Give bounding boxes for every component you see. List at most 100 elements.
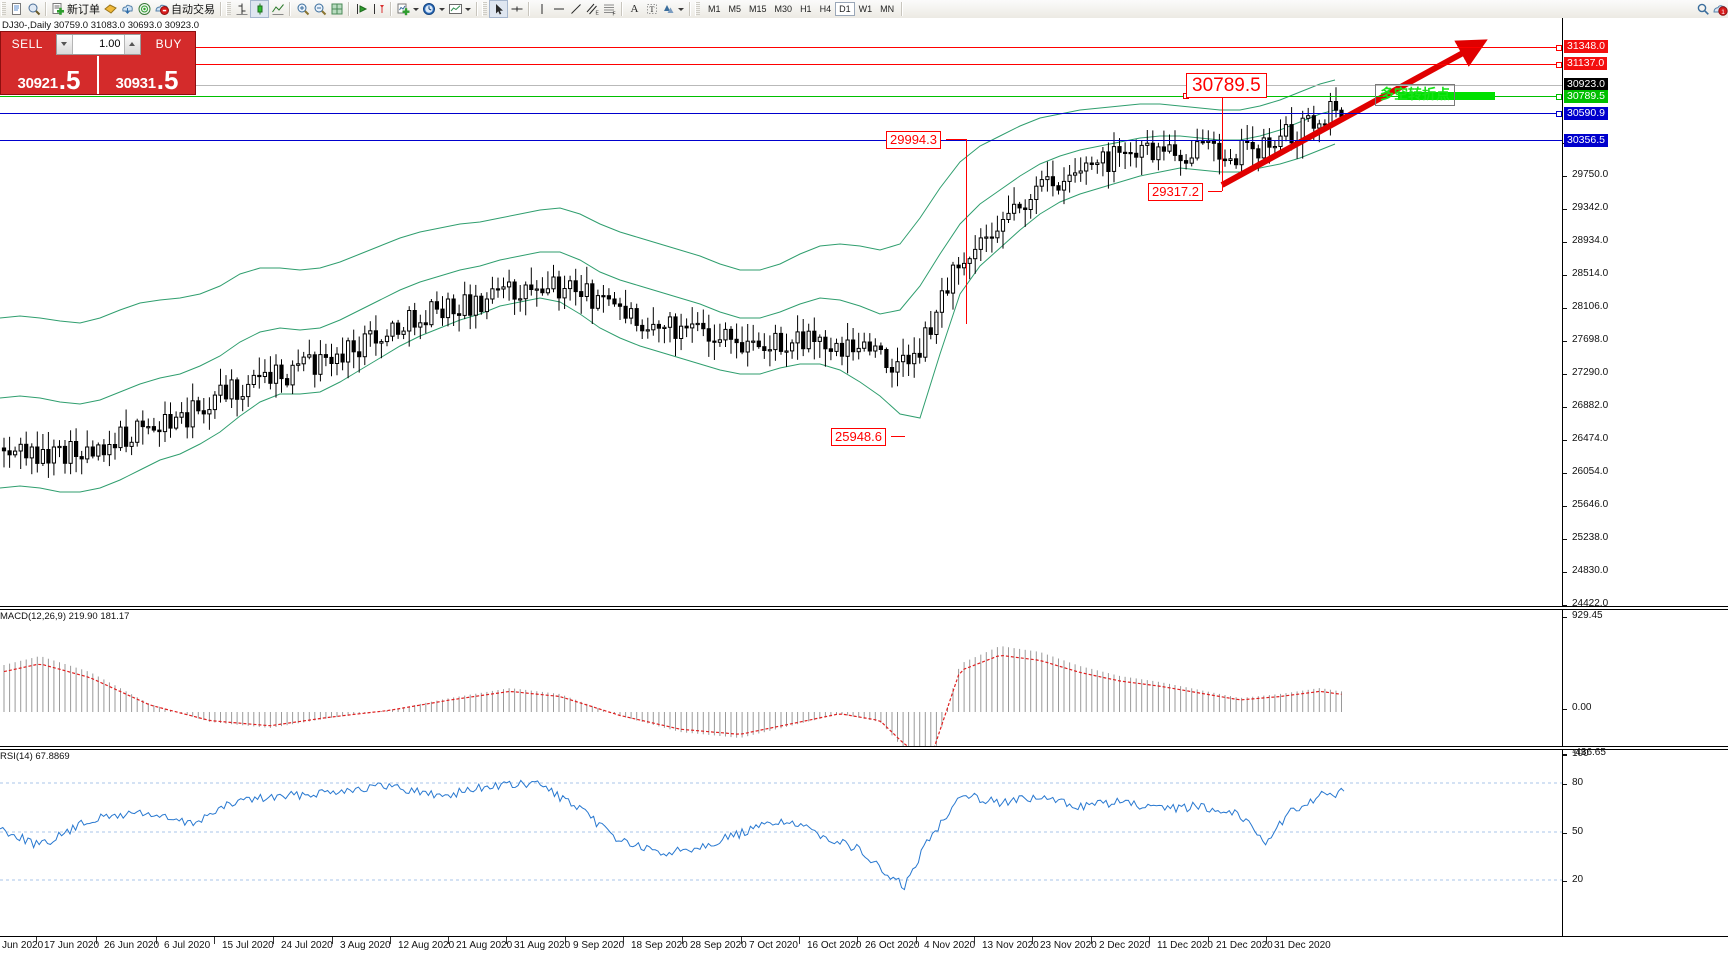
date-axis-label: 2 Dec 2020	[1099, 940, 1151, 951]
horizontal-line-tool-icon[interactable]	[550, 1, 567, 17]
sell-button[interactable]: SELL	[11, 37, 43, 51]
text-tool-icon[interactable]: A	[626, 1, 643, 17]
profile-search-icon[interactable]	[25, 1, 42, 17]
timeframe-h1[interactable]: H1	[800, 4, 812, 14]
trendline-tool-icon[interactable]	[567, 1, 584, 17]
chart-canvas-area[interactable]: DJ30-,Daily 30759.0 31083.0 30693.0 3092…	[0, 18, 1728, 951]
annotation-29994-drop	[966, 139, 967, 324]
price-tag-31137[interactable]: 31137.0	[1564, 57, 1608, 70]
crosshair-tool-icon[interactable]	[508, 1, 525, 17]
volume-increase-button[interactable]	[123, 34, 140, 54]
auto-scroll-icon[interactable]	[353, 1, 370, 17]
price-tick: 28934.0	[1563, 235, 1608, 246]
timeframe-d1[interactable]: D1	[835, 2, 855, 16]
timeframe-m5[interactable]: M5	[728, 4, 742, 14]
price-tag-30356[interactable]: 30356.5	[1564, 134, 1608, 147]
bar-chart-icon[interactable]	[233, 1, 250, 17]
templates-chevron-down-icon[interactable]	[465, 7, 471, 11]
price-tick: 28514.0	[1563, 268, 1608, 279]
timeframe-m1[interactable]: M1	[708, 4, 721, 14]
annotation-29994[interactable]: 29994.3	[886, 131, 941, 149]
toolbar-grip[interactable]	[1, 2, 6, 16]
label-tool-icon[interactable]: T	[643, 1, 660, 17]
level-line-30789[interactable]	[0, 94, 1562, 100]
toolbar-grip-4[interactable]	[695, 2, 700, 16]
price-tag-30590[interactable]: 30590.9	[1564, 107, 1608, 120]
price-pane[interactable]: 29994.3 29317.2 25948.6 30789.5 多空转折点	[0, 18, 1562, 606]
arrows-tool-button[interactable]	[660, 1, 686, 17]
toolbar-grip-3[interactable]	[482, 2, 487, 16]
one-click-trading-panel[interactable]: SELL BUY 30921 .5 30931 .5	[0, 31, 196, 95]
sell-quote[interactable]: 30921 .5	[1, 56, 97, 94]
annotation-30789[interactable]: 30789.5	[1186, 73, 1267, 98]
vertical-line-tool-icon[interactable]	[533, 1, 550, 17]
grid-toggle-icon[interactable]	[328, 1, 345, 17]
buy-button[interactable]: BUY	[155, 37, 182, 51]
sell-price-integer: 30921	[17, 75, 59, 92]
cursor-tool-icon[interactable]	[489, 0, 508, 18]
equidistant-channel-icon[interactable]: E	[584, 1, 601, 17]
level-line-30356[interactable]	[0, 140, 1562, 141]
timeframe-w1[interactable]: W1	[858, 4, 873, 14]
timeframe-m15[interactable]: M15	[749, 4, 767, 14]
rsi-tick: 80	[1563, 777, 1583, 788]
level-line-30590[interactable]	[0, 111, 1562, 117]
date-axis-label: 24 Jul 2020	[281, 940, 333, 951]
new-order-button[interactable]: 新订单	[50, 1, 102, 17]
level-handle[interactable]	[1556, 45, 1562, 51]
timeframe-mn[interactable]: MN	[880, 4, 895, 14]
new-chart-icon[interactable]	[8, 1, 25, 17]
annotation-29317[interactable]: 29317.2	[1148, 183, 1203, 201]
pending-order-icon[interactable]	[102, 1, 119, 17]
annotation-25948[interactable]: 25948.6	[831, 428, 886, 446]
indicators-chevron-down-icon[interactable]	[413, 7, 419, 11]
rsi-scale: 100 80 50 20	[1562, 748, 1728, 936]
level-handle[interactable]	[1556, 94, 1562, 100]
alerts-icon[interactable]: 1	[1711, 1, 1728, 17]
toolbar-separator-10	[901, 2, 904, 16]
price-tag-31348[interactable]: 31348.0	[1564, 40, 1608, 53]
macd-pane[interactable]: MACD(12,26,9) 219.90 181.17	[0, 610, 1562, 746]
zoom-out-icon[interactable]	[311, 1, 328, 17]
level-line-31348[interactable]	[0, 45, 1562, 51]
date-axis[interactable]: Jun 2020 17 Jun 2020 26 Jun 2020 6 Jul 2020…	[0, 937, 1728, 959]
period-button[interactable]	[421, 1, 447, 17]
zoom-in-icon[interactable]	[294, 1, 311, 17]
macd-header: MACD(12,26,9) 219.90 181.17	[0, 611, 130, 622]
search-icon[interactable]	[1694, 1, 1711, 17]
price-tick: 24830.0	[1563, 565, 1608, 576]
rsi-pane[interactable]: RSI(14) 67.8869	[0, 750, 1562, 936]
timeframe-h4[interactable]: H4	[819, 4, 832, 14]
chart-shift-icon[interactable]	[370, 1, 387, 17]
candlestick-chart-icon[interactable]	[250, 0, 269, 18]
toolbar-separator-5	[390, 2, 392, 16]
sell-price-fraction: .5	[58, 65, 81, 95]
date-axis-label: 26 Jun 2020	[104, 940, 160, 951]
arrows-chevron-down-icon[interactable]	[678, 7, 684, 11]
level-handle[interactable]	[1556, 111, 1562, 117]
price-tag-30789[interactable]: 30789.5	[1564, 90, 1608, 103]
templates-button[interactable]	[447, 1, 473, 17]
buy-quote[interactable]: 30931 .5	[99, 56, 195, 94]
period-chevron-down-icon[interactable]	[439, 7, 445, 11]
volume-decrease-button[interactable]	[56, 34, 73, 54]
indicators-button[interactable]	[395, 1, 421, 17]
annotation-29317-rise	[1222, 90, 1223, 191]
volume-input[interactable]	[72, 34, 124, 54]
level-line-31137[interactable]	[0, 62, 1562, 68]
red-trend-arrow[interactable]	[0, 18, 1562, 606]
fibonacci-tool-icon[interactable]: F	[601, 1, 618, 17]
price-scale[interactable]: 30158.0 29750.0 29342.0 28934.0 28514.0 …	[1562, 18, 1728, 609]
trade-panel-prices: 30921 .5 30931 .5	[1, 56, 195, 94]
level-handle[interactable]	[1556, 62, 1562, 68]
volume-stepper[interactable]	[55, 33, 141, 55]
download-history-icon[interactable]	[119, 1, 136, 17]
toolbar-grip-2[interactable]	[226, 2, 231, 16]
signals-icon[interactable]	[136, 1, 153, 17]
date-axis-label: 21 Aug 2020	[456, 940, 513, 951]
chinese-note-box[interactable]: 多空转折点	[1375, 84, 1455, 106]
auto-trading-button[interactable]: 自动交易	[153, 1, 217, 17]
line-chart-icon[interactable]	[269, 1, 286, 17]
timeframe-m30[interactable]: M30	[774, 4, 793, 14]
rsi-tick: 50	[1563, 826, 1583, 837]
